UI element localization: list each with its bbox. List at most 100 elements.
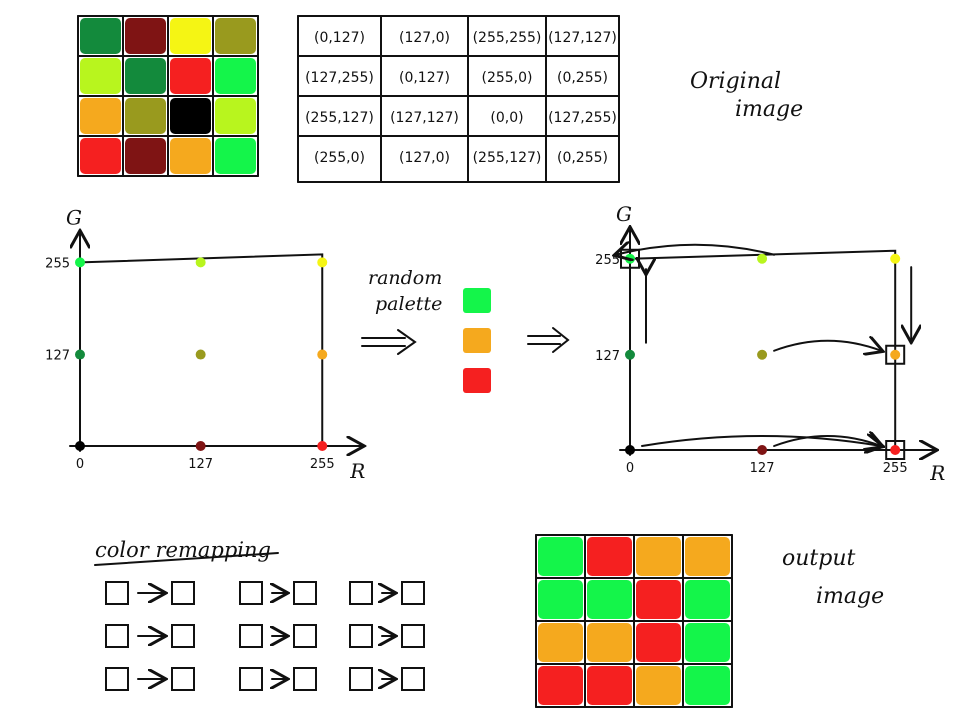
- palette-label-line2: palette: [375, 293, 442, 315]
- bounding-box: [629, 249, 897, 451]
- mapping-arrow: [773, 436, 881, 446]
- target-swatch-red: [293, 581, 317, 605]
- source-swatch-yellow: [349, 667, 373, 691]
- g-tick-label: 255: [45, 256, 70, 271]
- source-swatch-green: [105, 581, 129, 605]
- grid-cell-green: [685, 623, 730, 662]
- point-lime: [195, 257, 206, 268]
- palette-label-line1: random: [368, 267, 442, 289]
- mapping-arrow: [616, 245, 776, 255]
- grid-cell-red: [636, 623, 681, 662]
- table-cell: (127,255): [548, 110, 617, 126]
- table-cell: (0,255): [557, 70, 608, 86]
- target-swatch-green: [171, 624, 195, 648]
- original-image-label-line2: image: [735, 97, 803, 122]
- grid-cell-olive: [125, 98, 166, 134]
- target-swatch-red: [293, 667, 317, 691]
- point-orange: [317, 349, 328, 360]
- point-black: [75, 441, 85, 451]
- grid-cell-green: [587, 580, 632, 619]
- r-tick-label: 255: [883, 461, 908, 476]
- g-tick-label: 127: [595, 349, 620, 364]
- bounding-box: [79, 253, 324, 447]
- point-olive: [195, 349, 206, 360]
- table-cell: (0,127): [399, 70, 450, 86]
- point-red: [317, 441, 328, 451]
- grid-cell-green: [685, 666, 730, 705]
- random-palette: [463, 288, 491, 393]
- grid-cell-orange: [636, 537, 681, 576]
- table-cell: (127,0): [399, 30, 450, 46]
- grid-cell-dark-red: [125, 138, 166, 174]
- r-tick-label: 127: [188, 457, 213, 472]
- underline: [94, 552, 279, 566]
- grid-cell-orange: [587, 623, 632, 662]
- target-swatch-green: [171, 667, 195, 691]
- grid-cell-lime: [80, 58, 121, 94]
- r-axis-label: R: [349, 459, 365, 483]
- double-arrow-icon: [527, 327, 570, 353]
- source-swatch-orange: [349, 581, 373, 605]
- point-dark-red: [757, 445, 768, 455]
- source-swatch-red: [239, 581, 263, 605]
- source-swatch-black: [239, 624, 263, 648]
- output-image-label-line2: image: [816, 584, 884, 609]
- output-image-label-line1: output: [782, 546, 856, 571]
- target-swatch-orange: [401, 624, 425, 648]
- point-dark-red: [195, 441, 206, 451]
- point-dark-green: [625, 349, 635, 360]
- grid-cell-dark-red: [125, 18, 166, 54]
- r-axis-label: R: [929, 461, 945, 485]
- grid-cell-orange: [170, 138, 211, 174]
- grid-cell-orange: [636, 666, 681, 705]
- point-red: [890, 445, 901, 455]
- table-cell: (255,0): [481, 70, 532, 86]
- table-cell: (255,127): [473, 150, 542, 166]
- point-olive: [757, 349, 768, 360]
- original-image-label-line1: Original: [690, 69, 781, 94]
- plot-left-rg-space: G R 0 127 255 127 255: [45, 205, 365, 483]
- table-cell: (255,0): [314, 150, 365, 166]
- grid-cell-red: [170, 58, 211, 94]
- point-black: [625, 445, 635, 455]
- mapping-arrow: [773, 341, 881, 351]
- original-image-grid: [77, 15, 259, 177]
- r-tick-label: 0: [76, 457, 84, 472]
- palette-swatch-orange: [463, 328, 491, 353]
- grid-cell-green: [215, 58, 256, 94]
- target-swatch-orange: [401, 667, 425, 691]
- grid-cell-dark-green: [125, 58, 166, 94]
- g-axis-label: G: [66, 205, 82, 229]
- target-swatch-red: [293, 624, 317, 648]
- grid-cell-orange: [538, 623, 583, 662]
- point-dark-green: [75, 349, 85, 360]
- palette-swatch-red: [463, 368, 491, 393]
- target-swatch-orange: [401, 581, 425, 605]
- grid-cell-red: [80, 138, 121, 174]
- color-remapping-label: color remapping: [95, 538, 271, 562]
- grid-cell-lime: [215, 98, 256, 134]
- g-tick-label: 127: [45, 349, 70, 364]
- grid-cell-green: [215, 138, 256, 174]
- color-remapping-pairs: [105, 581, 425, 691]
- source-swatch-dark-green: [105, 624, 129, 648]
- r-tick-label: 255: [310, 457, 335, 472]
- original-image-rg-table: (0,127) (127,0) (255,255) (127,127) (127,255…: [297, 15, 620, 183]
- grid-cell-red: [636, 580, 681, 619]
- source-swatch-olive: [349, 624, 373, 648]
- grid-cell-dark-green: [80, 18, 121, 54]
- grid-cell-orange: [685, 537, 730, 576]
- grid-cell-red: [587, 537, 632, 576]
- r-tick-label: 0: [626, 461, 634, 476]
- target-swatch-green: [171, 581, 195, 605]
- source-swatch-lime: [105, 667, 129, 691]
- r-tick-label: 127: [750, 461, 775, 476]
- output-image-grid: [535, 534, 733, 708]
- double-arrow-icon: [361, 329, 417, 355]
- table-cell: (0,0): [490, 110, 523, 126]
- table-cell: (127,127): [548, 30, 617, 46]
- grid-cell-yellow: [170, 18, 211, 54]
- table-cell: (255,255): [473, 30, 542, 46]
